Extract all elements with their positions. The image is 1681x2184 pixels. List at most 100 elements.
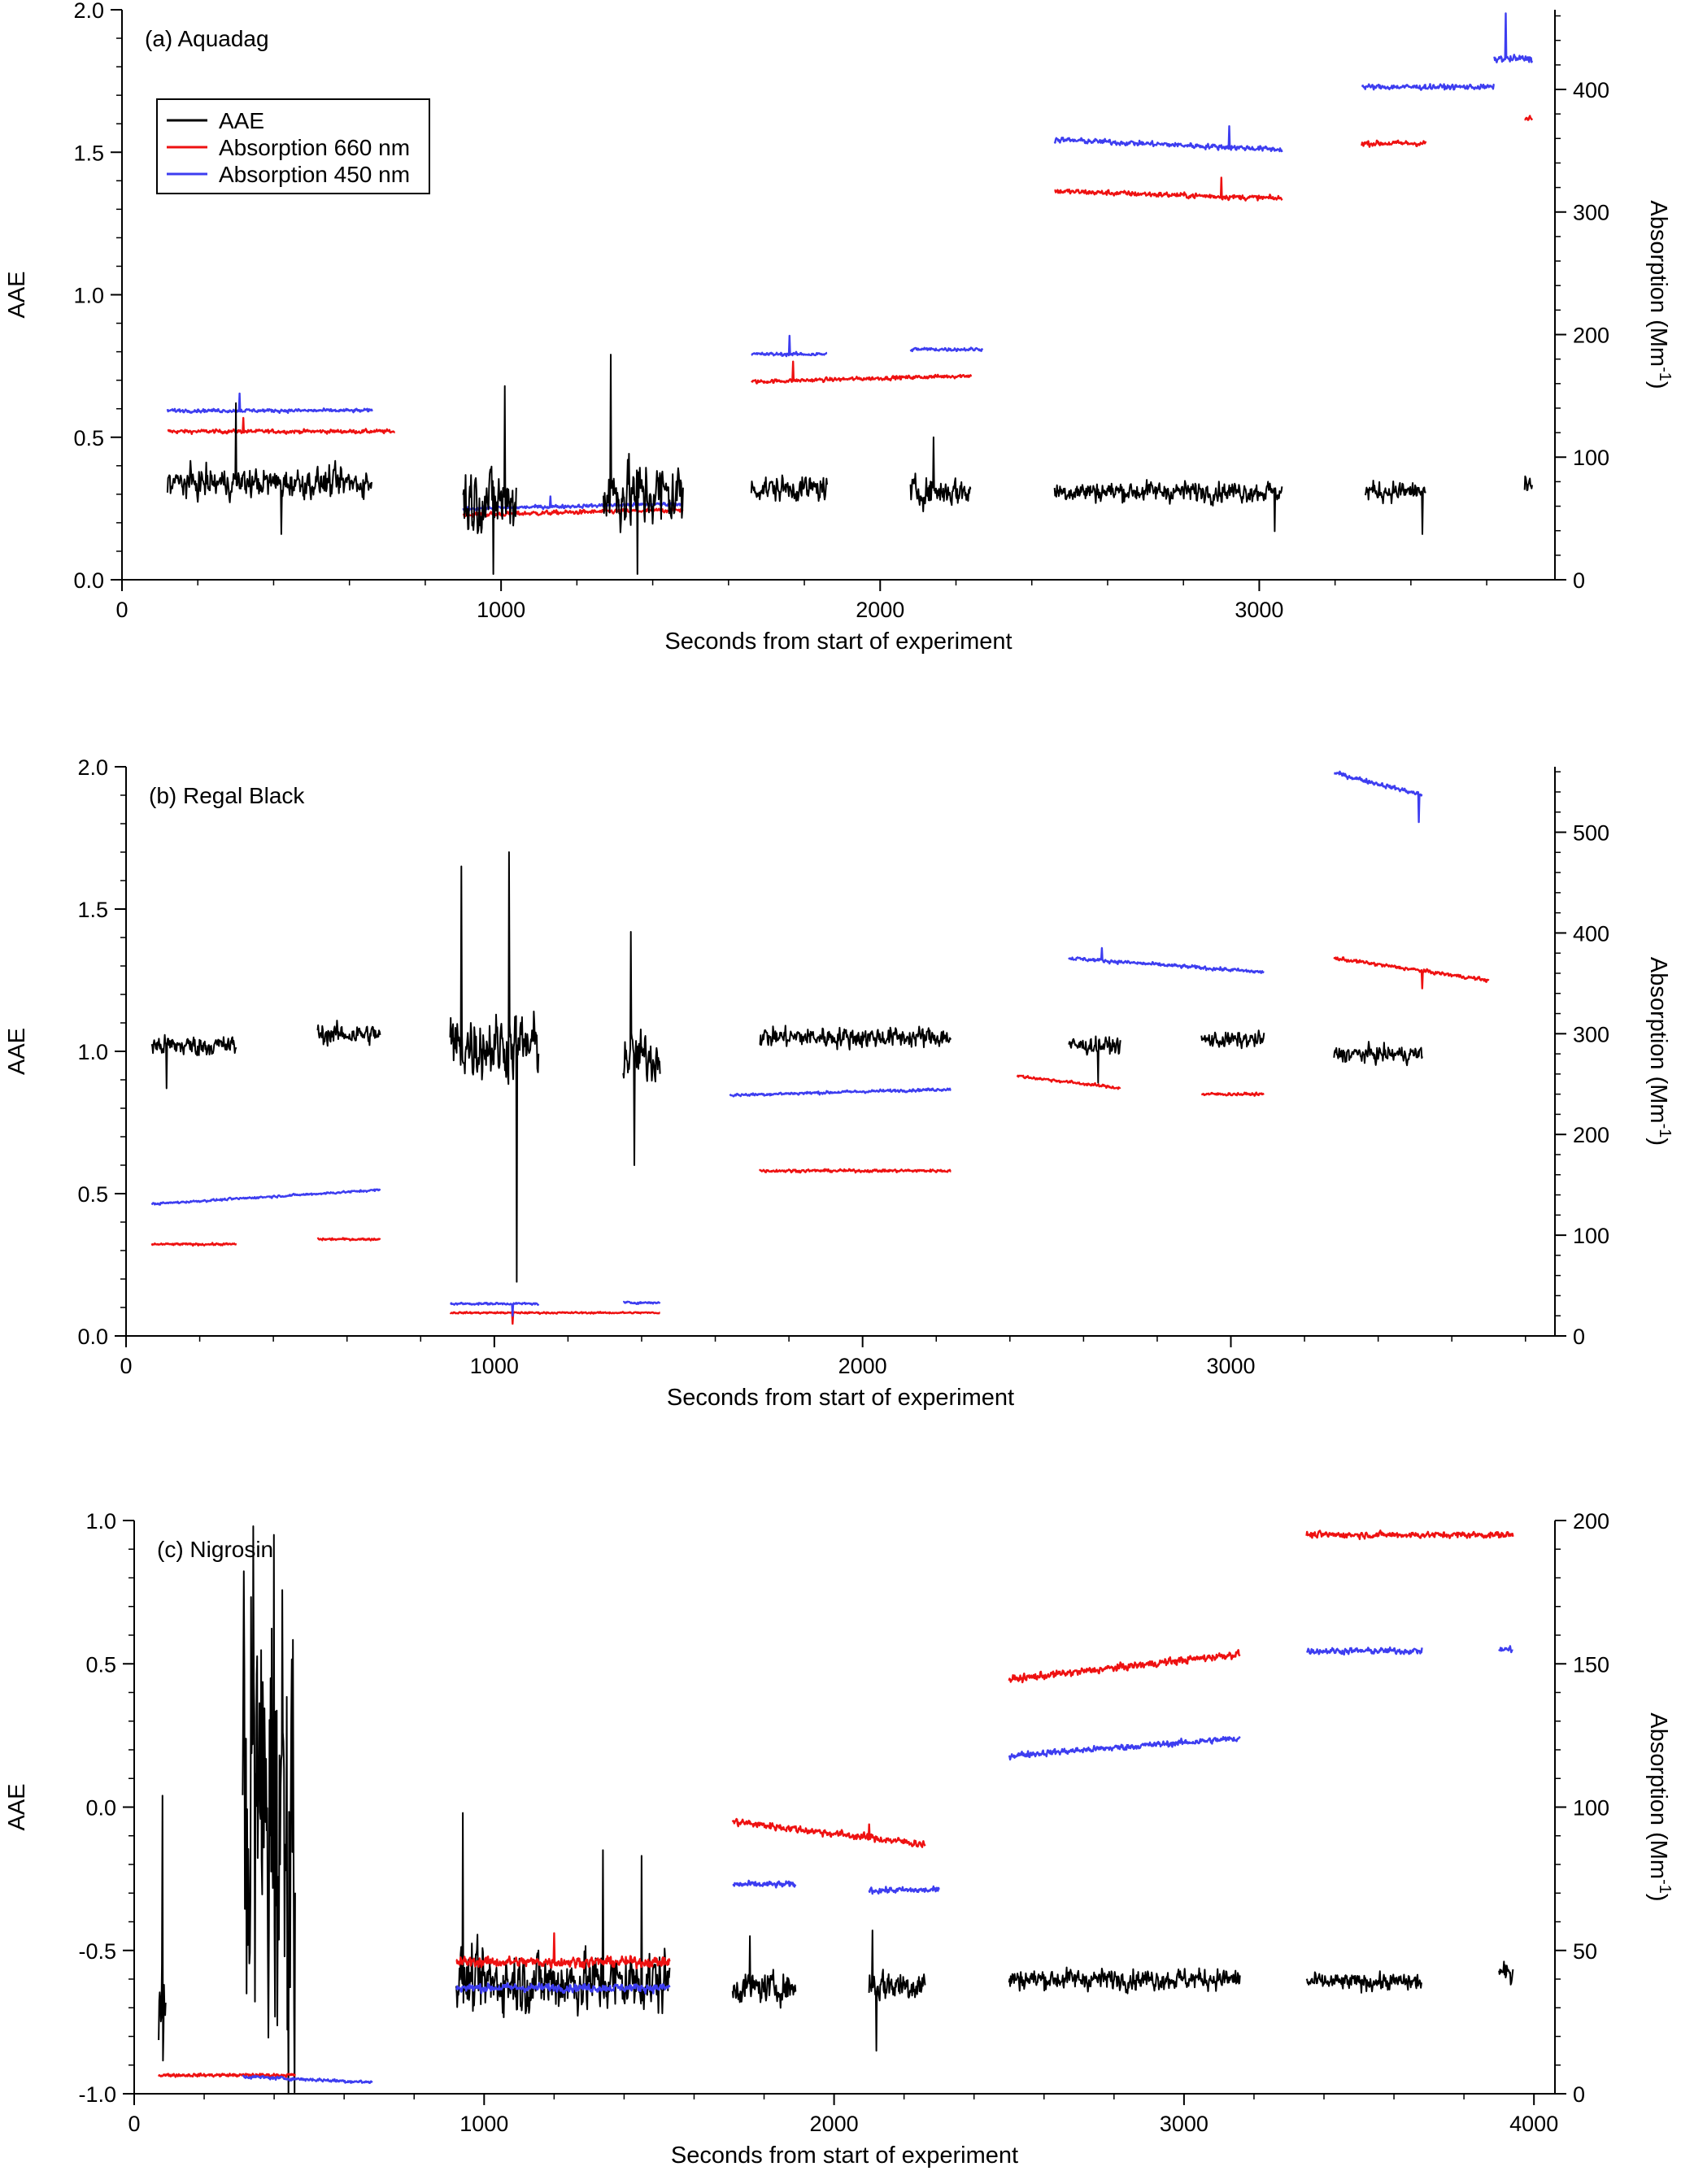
- panel-label: (a) Aquadag: [145, 26, 269, 51]
- series-aae-segment-6: [1053, 479, 1283, 533]
- series-absorption-450-nm-segment-4: [909, 346, 984, 353]
- left-y-tick-label: -0.5: [78, 1939, 116, 1964]
- series-absorption-450-nm-segment-2: [462, 495, 684, 511]
- chart-panel-3: 0 1000 2000 3000 4000 -1.0 -0.5 0.0 0.5 1.0 0 50 100…: [4, 1509, 1674, 2169]
- series-absorption-450-nm-segment-1: [242, 2074, 373, 2084]
- panel-label: (c) Nigrosin: [157, 1537, 273, 1562]
- series-aae-segment-8: [1333, 1041, 1423, 1067]
- series-absorption-450-nm-segment-2: [450, 1301, 540, 1317]
- series-absorption-660-nm-segment-1: [158, 2072, 296, 2079]
- series-absorption-660-nm-segment-1: [167, 416, 396, 435]
- series-aae-segment-7: [1200, 1029, 1265, 1050]
- x-tick-label: 0: [115, 598, 128, 622]
- right-y-tick-label: 100: [1573, 1224, 1609, 1248]
- series-absorption-660-nm-segment-2: [455, 1932, 671, 1970]
- right-y-ticks: 0 100 200 300 400 500: [1555, 771, 1609, 1349]
- series-absorption-660-nm-segment-6: [1200, 1091, 1265, 1097]
- series-aae-segment-7: [1364, 480, 1426, 535]
- left-y-ticks: -1.0 -0.5 0.0 0.5 1.0: [78, 1509, 134, 2107]
- x-tick-label: 1000: [459, 2112, 508, 2136]
- left-y-axis-label: AAE: [4, 271, 30, 318]
- series-absorption-450-nm-segment-2: [455, 1982, 671, 1995]
- left-y-tick-label: 0.5: [85, 1652, 116, 1677]
- x-tick-label: 3000: [1160, 2112, 1208, 2136]
- series-absorption-450-nm-segment-3: [622, 1300, 661, 1305]
- left-y-tick-label: 1.5: [73, 141, 104, 165]
- series-aae-segment-5: [868, 1929, 926, 2052]
- series-aae-segment-6: [1008, 1966, 1241, 1995]
- series-aae-segment-3: [449, 851, 540, 1283]
- right-y-tick-label: 500: [1573, 821, 1609, 846]
- right-y-axis-label-exponent: -1: [1656, 1124, 1674, 1138]
- x-tick-label: 0: [128, 2112, 140, 2136]
- right-y-tick-label: 200: [1573, 1123, 1609, 1147]
- series-absorption-450-nm-segment-5: [1068, 946, 1265, 974]
- right-y-tick-label: 150: [1573, 1652, 1609, 1677]
- right-y-ticks: 0 50 100 150 200: [1555, 1509, 1609, 2107]
- series-absorption-450-nm-segment-4: [868, 1885, 940, 1895]
- right-y-tick-label: 400: [1573, 921, 1609, 946]
- traces: [158, 1525, 1514, 2094]
- x-tick-label: 4000: [1509, 2112, 1558, 2136]
- legend-entry-label: Absorption 450 nm: [219, 162, 410, 187]
- right-y-tick-label: 300: [1573, 1022, 1609, 1046]
- left-y-axis-label: AAE: [4, 1783, 30, 1830]
- left-y-tick-label: 0.0: [77, 1325, 108, 1349]
- left-y-tick-label: 0.5: [73, 426, 104, 450]
- x-tick-label: 2000: [838, 1354, 887, 1378]
- series-absorption-450-nm-segment-3: [732, 1879, 797, 1889]
- series-absorption-660-nm-segment-6: [1524, 115, 1534, 121]
- legend-entry-label: AAE: [219, 108, 264, 133]
- x-tick-label: 1000: [470, 1354, 519, 1378]
- right-y-tick-label: 0: [1573, 2082, 1585, 2107]
- series-aae-segment-2: [316, 1020, 381, 1047]
- right-y-ticks: 0 100 200 300 400: [1555, 15, 1609, 593]
- right-y-axis-label: Absorption (Mm-1): [1645, 200, 1674, 389]
- series-aae-segment-7: [1305, 1970, 1423, 1994]
- series-aae-segment-5: [909, 436, 972, 512]
- series-aae-segment-4: [731, 1935, 797, 2009]
- series-absorption-450-nm-segment-7: [1493, 12, 1534, 63]
- x-tick-label: 2000: [856, 598, 904, 622]
- chart-panel-2: 0 1000 2000 3000 0.0 0.5 1.0 1.5 2.0 0 100 200 300 40…: [4, 755, 1674, 1411]
- left-y-axis-label: AAE: [4, 1028, 30, 1075]
- series-absorption-450-nm-segment-3: [751, 334, 828, 358]
- right-y-tick-label: 100: [1573, 446, 1609, 470]
- series-absorption-450-nm-segment-6: [1333, 770, 1423, 824]
- left-y-tick-label: 1.5: [77, 898, 108, 922]
- series-absorption-450-nm-segment-7: [1498, 1645, 1513, 1654]
- series-absorption-660-nm-segment-4: [758, 1168, 952, 1174]
- series-absorption-660-nm-segment-5: [1305, 1529, 1514, 1541]
- series-aae-segment-4: [750, 474, 828, 502]
- series-absorption-660-nm-segment-3: [731, 1817, 926, 1848]
- series-absorption-450-nm-segment-4: [729, 1087, 952, 1098]
- series-aae-segment-1: [166, 402, 373, 535]
- series-aae-segment-6: [1068, 1035, 1121, 1084]
- x-axis-label: Seconds from start of experiment: [664, 629, 1012, 655]
- series-absorption-660-nm-segment-1: [150, 1242, 237, 1247]
- series-absorption-660-nm-segment-2: [462, 506, 684, 519]
- series-absorption-660-nm-segment-5: [1016, 1074, 1121, 1090]
- left-y-tick-label: 2.0: [77, 755, 108, 780]
- series-absorption-660-nm-segment-4: [1054, 176, 1283, 202]
- series-aae-segment-2: [242, 1525, 296, 2094]
- x-axis-label: Seconds from start of experiment: [667, 1385, 1014, 1411]
- series-aae-segment-2: [462, 385, 517, 575]
- series-aae-segment-8: [1498, 1960, 1514, 1986]
- series-aae-segment-5: [759, 1025, 952, 1051]
- panel-label: (b) Regal Black: [149, 783, 305, 808]
- right-y-axis-label: Absorption (Mm-1): [1645, 1712, 1674, 1901]
- right-y-axis-label-exponent: -1: [1656, 367, 1674, 381]
- series-absorption-450-nm-segment-6: [1361, 83, 1495, 91]
- left-y-tick-label: 0.0: [85, 1796, 116, 1821]
- right-y-tick-label: 300: [1573, 201, 1609, 225]
- x-ticks: 0 1000 2000 3000: [115, 580, 1487, 622]
- left-y-tick-label: 1.0: [77, 1040, 108, 1064]
- series-aae-segment-1: [158, 1795, 167, 2062]
- right-y-axis-label: Absorption (Mm-1): [1645, 957, 1674, 1146]
- series-aae-segment-1: [150, 1033, 237, 1090]
- series-absorption-450-nm-segment-1: [150, 1188, 381, 1206]
- left-y-tick-label: 1.0: [85, 1509, 116, 1534]
- left-y-tick-label: -1.0: [78, 2082, 116, 2107]
